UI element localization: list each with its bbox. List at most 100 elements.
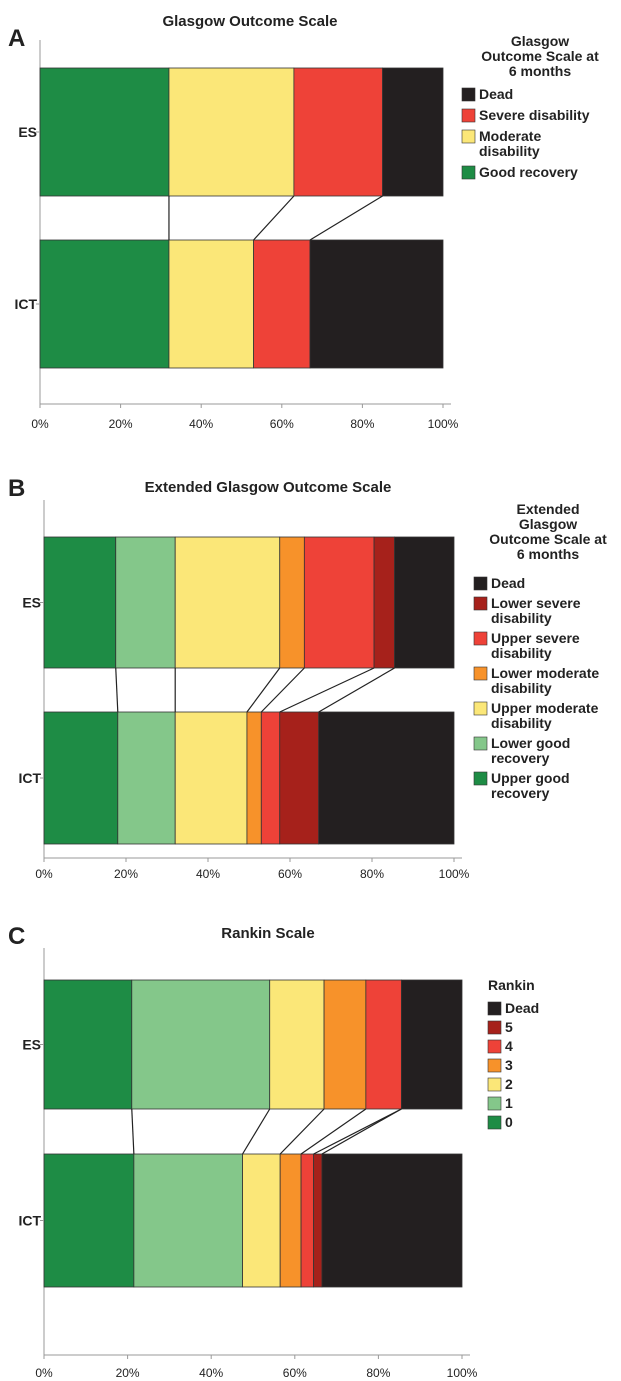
connector-line: [246, 667, 281, 713]
bar-segment-es-upper-moderate-disability: [174, 536, 281, 669]
legend-title: Outcome Scale at: [489, 531, 607, 547]
legend-label-2: 2: [505, 1076, 513, 1092]
bar-segment-es-dead: [394, 536, 455, 669]
chart-title: Rankin Scale: [221, 925, 314, 942]
legend-label-upper-good-recovery: Upper good: [491, 770, 570, 786]
panel-letter: C: [8, 923, 25, 950]
legend-swatch-upper-moderate-disability: [473, 701, 488, 716]
x-tick-label: 100%: [439, 867, 470, 881]
x-tick-label: 0%: [31, 417, 49, 431]
legend-label-1: 1: [505, 1095, 513, 1111]
bar-segment-ict-lower-good-recovery: [117, 711, 176, 845]
connector-line: [321, 1108, 402, 1155]
bar-segment-es-moderate-disability: [168, 67, 295, 197]
bar-segment-ict-4: [300, 1153, 315, 1288]
x-tick-label: 100%: [447, 1366, 478, 1380]
connector-line: [313, 1108, 402, 1155]
legend-swatch-severe-disability: [461, 108, 476, 123]
connector-line: [279, 667, 375, 713]
legend-label-lower-severe-disability: Lower severe: [491, 595, 581, 611]
legend-swatch-5: [487, 1020, 502, 1035]
legend-label-4: 4: [505, 1038, 513, 1054]
legend-title: Rankin: [488, 977, 535, 993]
panel-b: B Extended Glasgow Outcome Scale 0% 20% 40% 6…: [8, 475, 607, 881]
x-tick-label: 40%: [189, 417, 213, 431]
connector-line: [318, 667, 395, 713]
connector-line: [300, 1108, 367, 1155]
bar-segment-es-severe-disability: [293, 67, 383, 197]
legend-title: Outcome Scale at: [481, 48, 599, 64]
legend-label-upper-severe-disability: disability: [491, 645, 552, 661]
bar-segment-ict-lower-moderate-disability: [246, 711, 262, 845]
legend-swatch-dead: [461, 87, 476, 102]
legend-title: Extended: [516, 501, 579, 517]
legend-swatch-moderate-disability: [461, 129, 476, 144]
x-tick-label: 60%: [278, 867, 302, 881]
legend-label-moderate-disability: disability: [479, 143, 540, 159]
bar-segment-es-1: [131, 979, 271, 1110]
x-tick-label: 40%: [196, 867, 220, 881]
legend-label-lower-severe-disability: disability: [491, 610, 552, 626]
connector-line: [260, 667, 305, 713]
legend-label-dead: Dead: [479, 86, 513, 102]
panel-c: C Rankin Scale 0% 20% 40% 60% 80% 100% ES ICT Rank…: [8, 923, 539, 1380]
connector-line: [279, 1108, 325, 1155]
legend-swatch-lower-moderate-disability: [473, 666, 488, 681]
legend-swatch-dead: [487, 1001, 502, 1016]
legend-swatch-1: [487, 1096, 502, 1111]
x-tick-label: 100%: [428, 417, 459, 431]
legend-swatch-3: [487, 1058, 502, 1073]
bar-segment-es-lower-severe-disability: [373, 536, 395, 669]
bar-segment-ict-lower-severe-disability: [279, 711, 320, 845]
bar-segment-es-upper-good-recovery: [43, 536, 117, 669]
chart-title: Glasgow Outcome Scale: [162, 13, 337, 30]
legend-label-3: 3: [505, 1057, 513, 1073]
x-tick-label: 80%: [350, 417, 374, 431]
bar-segment-ict-severe-disability: [253, 239, 311, 369]
legend-title: Glasgow: [511, 33, 569, 49]
x-tick-label: 0%: [35, 867, 53, 881]
bar-segment-es-dead: [400, 979, 463, 1110]
chart-title: Extended Glasgow Outcome Scale: [145, 479, 392, 496]
legend-label-dead: Dead: [491, 575, 525, 591]
category-label-ict: ICT: [18, 1213, 41, 1229]
legend-label-upper-moderate-disability: disability: [491, 715, 552, 731]
category-label-es: ES: [22, 1037, 41, 1053]
x-tick-label: 80%: [366, 1366, 390, 1380]
legend-label-moderate-disability: Moderate: [479, 128, 541, 144]
bar-segment-ict-upper-moderate-disability: [174, 711, 248, 845]
category-label-es: ES: [22, 595, 41, 611]
bar-segment-es-dead: [382, 67, 444, 197]
legend-label-5: 5: [505, 1019, 513, 1035]
legend-label-lower-good-recovery: recovery: [491, 750, 550, 766]
legend-label-upper-moderate-disability: Upper moderate: [491, 700, 599, 716]
legend-swatch-4: [487, 1039, 502, 1054]
legend-title: 6 months: [517, 546, 579, 562]
x-tick-label: 20%: [109, 417, 133, 431]
legend-swatch-lower-good-recovery: [473, 736, 488, 751]
bar-segment-es-upper-severe-disability: [303, 536, 375, 669]
bar-segment-es-2: [269, 979, 325, 1110]
connector-line: [131, 1108, 135, 1155]
x-tick-label: 60%: [283, 1366, 307, 1380]
bar-segment-es-3: [323, 979, 367, 1110]
category-label-es: ES: [18, 124, 37, 140]
x-tick-label: 60%: [270, 417, 294, 431]
bar-segment-es-lower-moderate-disability: [279, 536, 305, 669]
category-label-ict: ICT: [14, 296, 37, 312]
legend-label-0: 0: [505, 1114, 513, 1130]
panel-a: A Glasgow Outcome Scale 0% 20% 40% 60% 80% 100%…: [8, 13, 599, 431]
legend-label-dead: Dead: [505, 1000, 539, 1016]
bar-segment-ict-0: [43, 1153, 135, 1288]
x-tick-label: 80%: [360, 867, 384, 881]
bar-segment-ict-upper-severe-disability: [260, 711, 281, 845]
bar-segment-ict-upper-good-recovery: [43, 711, 119, 845]
legend-swatch-lower-severe-disability: [473, 596, 488, 611]
category-label-ict: ICT: [18, 770, 41, 786]
legend-label-lower-good-recovery: Lower good: [491, 735, 570, 751]
bar-segment-es-0: [43, 979, 133, 1110]
legend-label-upper-severe-disability: Upper severe: [491, 630, 580, 646]
legend-label-severe-disability: Severe disability: [479, 107, 590, 123]
legend-swatch-0: [487, 1115, 502, 1130]
